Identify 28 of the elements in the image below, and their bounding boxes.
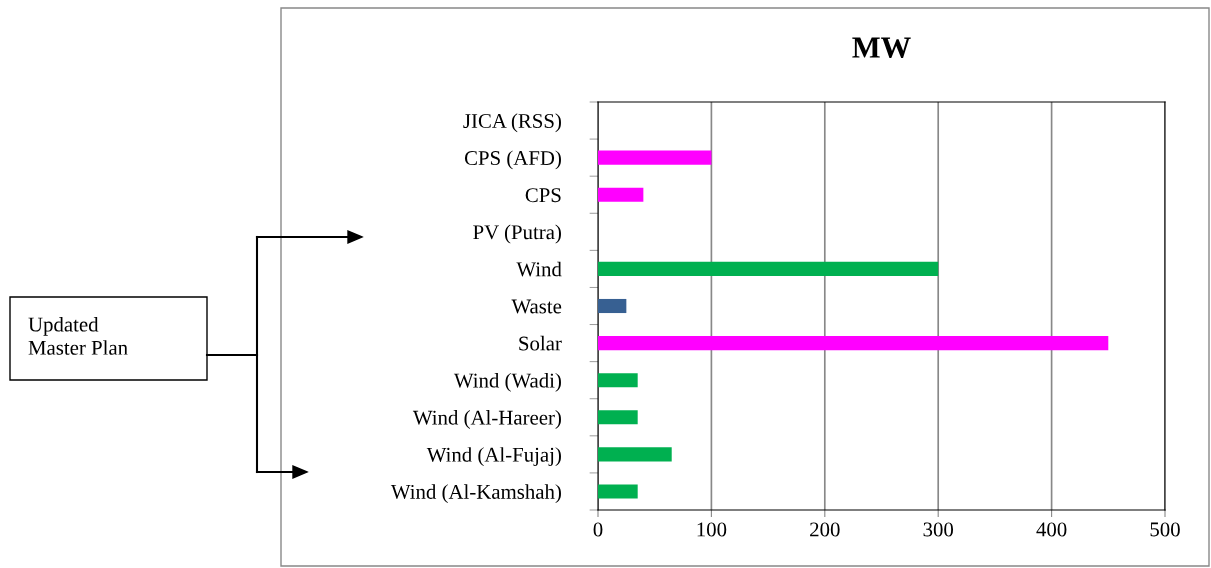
y-tick-label: Wind: [516, 261, 562, 277]
bar: [598, 187, 644, 202]
bar: [598, 410, 638, 425]
y-tick-label: CPS: [525, 188, 561, 203]
y-tick-label: Solar: [519, 335, 562, 351]
text: Updated Master Plan: [28, 316, 128, 355]
bar: [598, 373, 638, 388]
bar: [598, 447, 672, 462]
y-tick-label: Wind (Wadi): [453, 372, 561, 392]
x-tick-label: 300: [923, 522, 954, 537]
bar: [598, 298, 627, 314]
bar: [598, 261, 939, 276]
bar: [598, 336, 1109, 351]
bar: [598, 150, 712, 165]
y-tick-label: Wind (Al-Hareer): [412, 410, 561, 429]
x-tick-label: 0: [593, 522, 603, 537]
y-tick-label: Waste: [511, 299, 562, 314]
x-tick-label: 100: [697, 522, 727, 537]
y-tick-label: JICA (RSS): [463, 113, 561, 133]
chart-title: MW: [852, 37, 911, 59]
bar: [598, 484, 638, 499]
y-tick-label: CPS (AFD): [464, 150, 561, 170]
y-tick-label: Wind (Al-Fujaj): [426, 447, 561, 467]
y-tick-label: PV (Putra): [473, 224, 561, 244]
y-tick-label: Wind (Al-Kamshah): [390, 484, 561, 504]
x-tick-label: 500: [1150, 522, 1180, 537]
x-tick-label: 200: [810, 522, 840, 537]
x-tick-label: 400: [1036, 522, 1067, 537]
